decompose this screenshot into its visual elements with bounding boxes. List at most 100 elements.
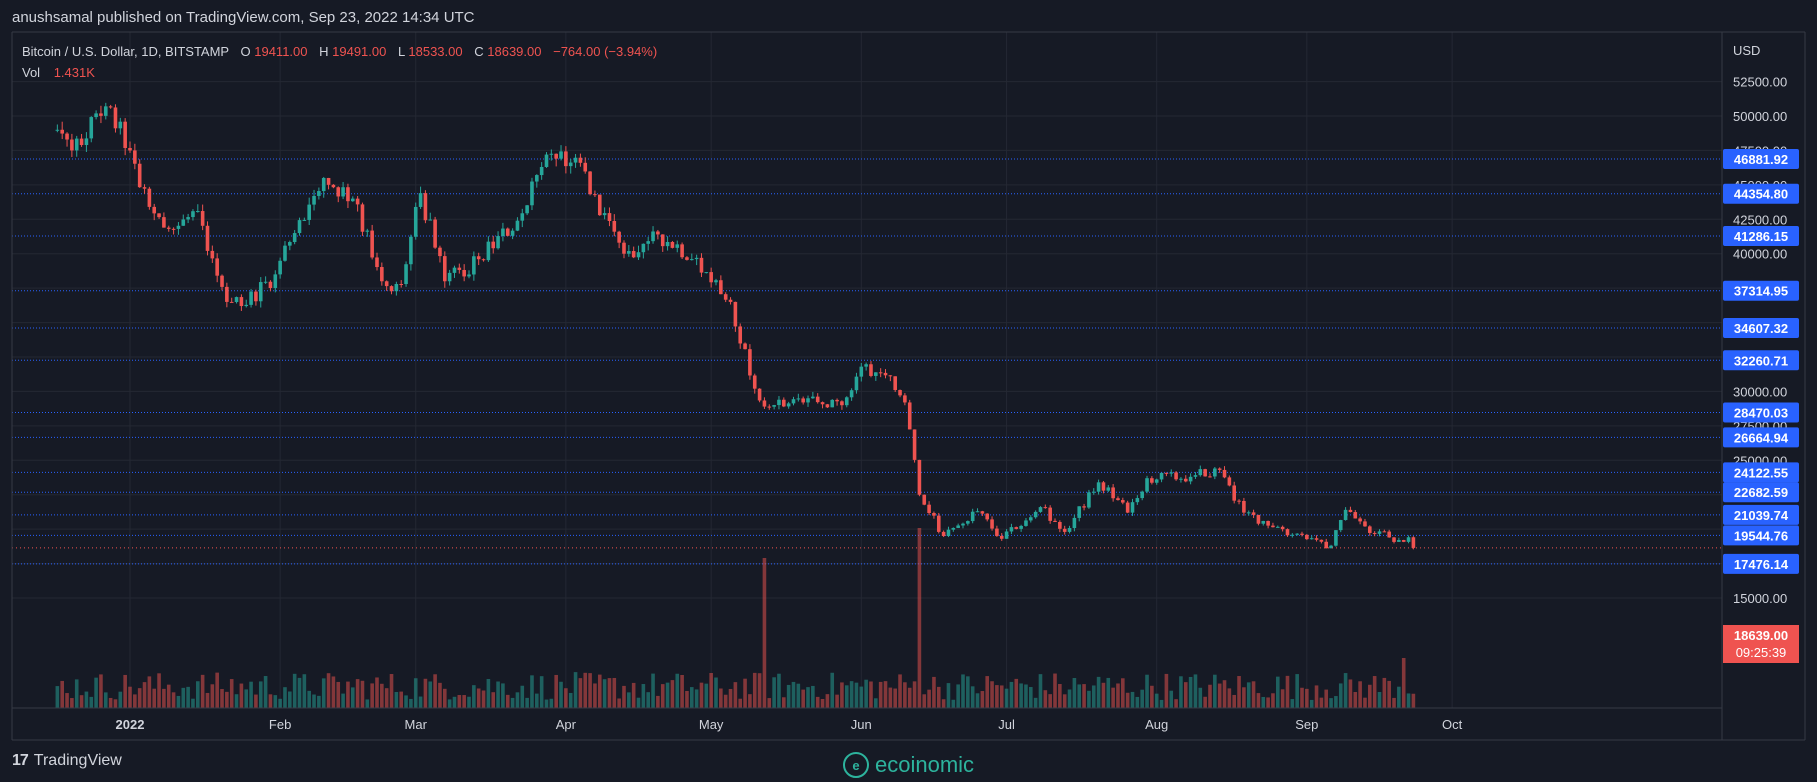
volume-bar (1028, 687, 1033, 708)
volume-bar (752, 672, 757, 708)
volume-bar (288, 691, 292, 708)
candle-body (646, 241, 651, 244)
volume-bar (380, 683, 384, 708)
volume-bar (641, 684, 646, 708)
level-label: 17476.14 (1734, 557, 1789, 572)
volume-bar (1256, 693, 1261, 708)
candle-body (811, 396, 815, 399)
candle-body (317, 191, 321, 196)
candle-body (694, 257, 699, 260)
volume-bar (60, 680, 64, 708)
candle-body (849, 390, 854, 398)
candle-body (636, 252, 641, 258)
candle-body (215, 258, 219, 276)
candle-body (1174, 472, 1178, 480)
candle-body (200, 211, 205, 226)
candle-body (234, 297, 239, 303)
volume-bar (423, 678, 428, 708)
volume-bar (258, 681, 263, 708)
candle-body (1048, 507, 1052, 521)
candle-body (1382, 531, 1387, 533)
candle-body (1091, 491, 1096, 493)
candle-body (999, 535, 1004, 539)
candle-body (1024, 520, 1028, 526)
volume-bar (689, 687, 694, 708)
volume-bar (1314, 685, 1319, 708)
candle-body (757, 388, 762, 401)
volume-bar (651, 673, 655, 708)
volume-bar (1125, 692, 1130, 708)
volume-bar (869, 681, 873, 708)
candle-body (491, 241, 496, 249)
volume-bar (1392, 697, 1396, 708)
candle-body (307, 204, 311, 220)
volume-bar (573, 672, 578, 708)
volume-bar (433, 674, 437, 708)
candle-body (782, 399, 786, 407)
volume-bar (951, 699, 956, 708)
level-badge (1723, 402, 1799, 423)
legend-symbol: Bitcoin / U.S. Dollar, 1D, BITSTAMP (22, 44, 229, 59)
candles[interactable] (55, 102, 1416, 550)
candle-body (903, 395, 907, 403)
candle-body (1077, 506, 1082, 518)
candle-body (1087, 492, 1091, 508)
legend-l-label: L (398, 44, 405, 59)
volume-bar (1087, 690, 1091, 708)
volume-bar (1295, 674, 1299, 708)
volume-bar (438, 682, 442, 708)
candle-body (1227, 477, 1232, 486)
tradingview-logo[interactable]: 17 TradingView (12, 748, 122, 774)
candle-body (786, 403, 791, 407)
volume-bar (970, 686, 975, 708)
volume-bar (1038, 674, 1043, 708)
legend-h-value: 19491.00 (332, 44, 386, 59)
volume-bar (685, 690, 689, 708)
volume-bar (302, 674, 307, 708)
candle-body (505, 228, 510, 236)
grid-lines (12, 32, 1722, 708)
candle-body (1183, 478, 1188, 482)
candle-body (312, 195, 316, 205)
level-badge (1723, 462, 1799, 483)
volume-bar (254, 694, 258, 708)
volume-bar (467, 696, 471, 708)
volume-bar (65, 693, 69, 708)
volume-bar (307, 690, 311, 708)
volume-bar (767, 698, 772, 708)
volume-bar (268, 694, 273, 708)
volume-bar (70, 698, 74, 708)
candle-body (1179, 478, 1183, 480)
candle-body (728, 299, 733, 302)
volume-bar (946, 683, 951, 708)
volume-bar (278, 698, 282, 708)
volume-bar (956, 684, 960, 708)
volume-bar (1043, 690, 1048, 708)
candle-body (936, 515, 941, 532)
volume-bar (1009, 681, 1014, 708)
volume-bar (627, 692, 631, 708)
candle-body (1309, 538, 1314, 540)
volume-bar (225, 691, 229, 708)
legend-c-label: C (474, 44, 483, 59)
candle-body (89, 117, 94, 139)
volume-bar (476, 688, 481, 708)
volume-bar (1353, 692, 1358, 708)
volume-bar (394, 691, 399, 708)
volume-bar (602, 679, 607, 708)
volume-bar (796, 683, 801, 708)
volume-bar (147, 676, 152, 708)
candle-body (1067, 528, 1072, 532)
candle-body (583, 162, 588, 172)
candle-body (961, 523, 965, 526)
level-label: 46881.92 (1734, 152, 1788, 167)
candle-body (1193, 475, 1198, 477)
candle-body (99, 113, 103, 116)
candle-body (1261, 520, 1266, 524)
volume-bar (234, 694, 239, 708)
volume-bar (1387, 680, 1391, 708)
level-label: 19544.76 (1734, 528, 1788, 543)
volume-bar (355, 679, 360, 708)
candle-body (714, 280, 718, 283)
